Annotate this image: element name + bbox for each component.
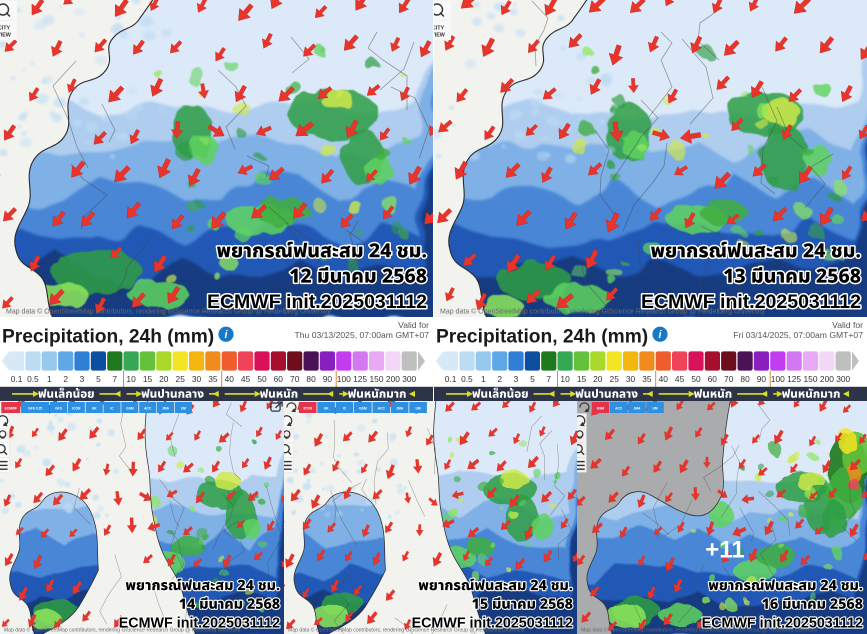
svg-text:90: 90 (757, 374, 767, 384)
svg-text:10: 10 (126, 374, 136, 384)
svg-text:0.5: 0.5 (27, 374, 39, 384)
svg-text:200: 200 (820, 374, 834, 384)
svg-text:0.1: 0.1 (11, 374, 23, 384)
svg-text:7: 7 (546, 374, 551, 384)
svg-text:50: 50 (691, 374, 701, 384)
svg-text:Thu 03/13/2025, 07:00am GMT+07: Thu 03/13/2025, 07:00am GMT+07 (295, 330, 430, 340)
svg-text:ECMWF: ECMWF (5, 406, 17, 410)
svg-text:JMA: JMA (162, 406, 170, 410)
svg-text:Map data © OpenStreetMap contr: Map data © OpenStreetMap contributors, r… (581, 626, 818, 633)
svg-text:GFS: GFS (55, 406, 63, 410)
svg-text:ICON: ICON (303, 406, 312, 410)
svg-text:0.1: 0.1 (445, 374, 457, 384)
svg-text:GSM: GSM (597, 406, 605, 410)
svg-text:ICON: ICON (72, 406, 81, 410)
svg-text:45: 45 (241, 374, 251, 384)
svg-text:15: 15 (143, 374, 153, 384)
svg-text:125: 125 (787, 374, 801, 384)
svg-text:ACC: ACC (615, 406, 623, 410)
svg-text:VIEW: VIEW (0, 33, 12, 39)
svg-text:3: 3 (514, 374, 519, 384)
svg-text:200: 200 (386, 374, 400, 384)
svg-text:25: 25 (610, 374, 620, 384)
svg-text:25: 25 (176, 374, 186, 384)
svg-text:ACC: ACC (144, 406, 152, 410)
svg-text:20: 20 (593, 374, 603, 384)
svg-text:70: 70 (290, 374, 300, 384)
svg-text:GSM: GSM (126, 406, 134, 410)
svg-text:ACC: ACC (378, 406, 386, 410)
svg-text:150: 150 (370, 374, 384, 384)
svg-text:VIEW: VIEW (434, 33, 446, 39)
svg-text:70: 70 (724, 374, 734, 384)
svg-text:+11: +11 (705, 537, 745, 564)
svg-text:Fri 03/14/2025, 07:00am GMT+07: Fri 03/14/2025, 07:00am GMT+07 (733, 330, 863, 340)
svg-text:Map data © OpenStreetMap contr: Map data © OpenStreetMap contributors, r… (440, 308, 765, 316)
svg-text:Map data © OpenStreetMap contr: Map data © OpenStreetMap contributors, r… (288, 626, 525, 633)
svg-text:45: 45 (675, 374, 685, 384)
svg-text:Precipitation, 24h (mm): Precipitation, 24h (mm) (2, 326, 214, 347)
svg-text:50: 50 (257, 374, 267, 384)
svg-text:UK: UK (324, 406, 329, 410)
svg-text:IC: IC (343, 406, 347, 410)
svg-text:5: 5 (530, 374, 535, 384)
svg-text:Valid for: Valid for (832, 320, 863, 330)
svg-text:CITY: CITY (434, 26, 445, 32)
svg-text:7: 7 (112, 374, 117, 384)
svg-text:40: 40 (225, 374, 235, 384)
svg-text:JMA: JMA (633, 406, 641, 410)
svg-text:UM: UM (181, 406, 186, 410)
svg-text:125: 125 (353, 374, 367, 384)
svg-text:30: 30 (192, 374, 202, 384)
svg-text:1: 1 (47, 374, 52, 384)
svg-text:GFS 0.25: GFS 0.25 (28, 406, 42, 410)
svg-text:3: 3 (80, 374, 85, 384)
svg-text:0.5: 0.5 (461, 374, 473, 384)
svg-text:1: 1 (481, 374, 486, 384)
svg-text:300: 300 (402, 374, 416, 384)
svg-text:UM: UM (653, 406, 658, 410)
svg-text:35: 35 (642, 374, 652, 384)
svg-text:60: 60 (274, 374, 284, 384)
svg-text:Map data © OpenStreetMap contr: Map data © OpenStreetMap contributors, r… (6, 308, 331, 316)
svg-text:CITY: CITY (0, 26, 11, 32)
svg-text:2: 2 (63, 374, 68, 384)
svg-text:100: 100 (771, 374, 785, 384)
svg-text:90: 90 (323, 374, 333, 384)
svg-text:10: 10 (560, 374, 570, 384)
svg-text:15: 15 (577, 374, 587, 384)
svg-text:150: 150 (804, 374, 818, 384)
svg-text:GSM: GSM (359, 406, 367, 410)
svg-text:30: 30 (626, 374, 636, 384)
svg-text:60: 60 (708, 374, 718, 384)
svg-text:UM: UM (415, 406, 420, 410)
svg-text:Valid for: Valid for (398, 320, 429, 330)
svg-text:80: 80 (740, 374, 750, 384)
svg-text:100: 100 (337, 374, 351, 384)
svg-text:5: 5 (96, 374, 101, 384)
svg-text:2: 2 (497, 374, 502, 384)
svg-text:80: 80 (306, 374, 316, 384)
svg-text:Map data © OpenStreetMap contr: Map data © OpenStreetMap contributors, r… (4, 626, 241, 633)
svg-text:JMA: JMA (396, 406, 404, 410)
svg-text:UK: UK (92, 406, 97, 410)
svg-text:Precipitation, 24h (mm): Precipitation, 24h (mm) (436, 326, 648, 347)
svg-text:300: 300 (836, 374, 850, 384)
svg-text:40: 40 (659, 374, 669, 384)
svg-text:35: 35 (208, 374, 218, 384)
svg-text:20: 20 (159, 374, 169, 384)
